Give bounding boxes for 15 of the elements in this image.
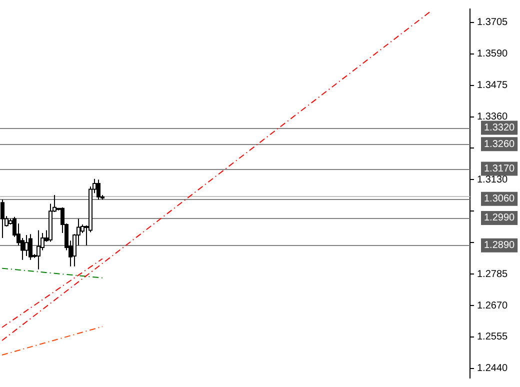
y-tick-label: 1.3705 (477, 17, 508, 28)
y-tick-label: 1.2555 (477, 332, 508, 343)
ref-line-label: 1.2990 (484, 212, 516, 224)
y-tick-label: 1.3130 (477, 174, 508, 186)
y-tick-label: 1.2785 (477, 268, 508, 280)
y-tick-label: 1.3590 (477, 48, 508, 60)
y-tick-label: 1.2670 (477, 300, 508, 312)
ref-line-label: 1.3260 (484, 138, 516, 150)
y-tick-label: 1.3360 (477, 112, 508, 123)
y-tick-label: 1.3475 (477, 80, 508, 92)
ref-line-label: 1.3170 (484, 163, 516, 174)
y-tick-label: 1.2440 (477, 363, 508, 374)
ref-line-label: 1.3320 (484, 122, 516, 134)
ref-line-label: 1.3060 (484, 194, 516, 205)
ref-line-label: 1.2890 (484, 240, 516, 252)
